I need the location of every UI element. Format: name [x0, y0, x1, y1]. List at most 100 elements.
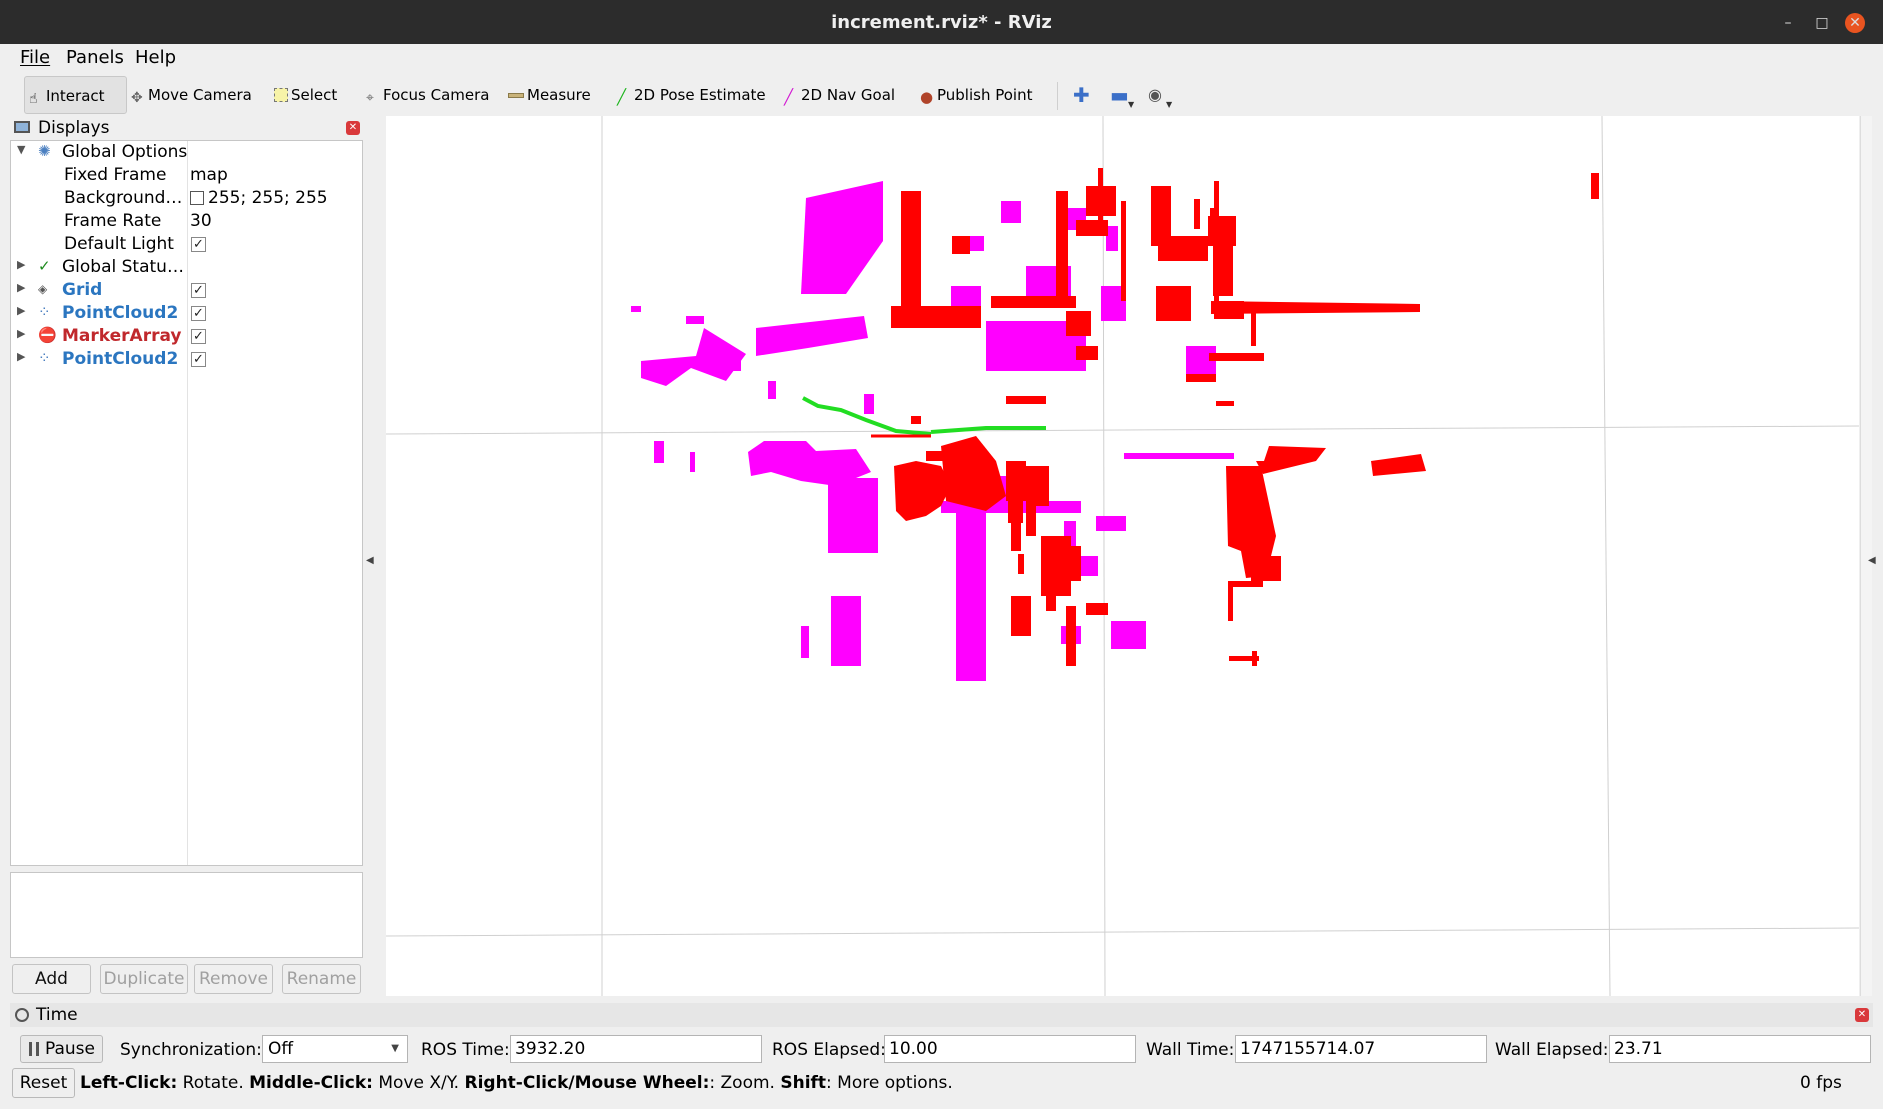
tree-row-background[interactable]: Background… 255; 255; 255	[11, 187, 362, 210]
pointcloud2-checkbox[interactable]: ✓	[191, 352, 206, 367]
close-window-button[interactable]: ✕	[1845, 13, 1865, 33]
sync-label: Synchronization:	[120, 1040, 262, 1060]
expand-arrow-icon[interactable]: ▶	[17, 327, 26, 340]
measure-label: Measure	[527, 86, 591, 104]
publish-point-tool-button[interactable]: ● Publish Point	[920, 76, 1032, 114]
pause-icon	[29, 1042, 39, 1056]
remove-button[interactable]: Remove	[194, 964, 273, 994]
expand-arrow-icon[interactable]: ▶	[17, 304, 26, 317]
eye-icon[interactable]: ◉	[1148, 85, 1162, 104]
add-button[interactable]: Add	[12, 964, 91, 994]
expand-arrow-icon[interactable]: ▶	[17, 281, 26, 294]
wall-time-field[interactable]: 1747155714.07	[1235, 1035, 1487, 1063]
pose-estimate-label: 2D Pose Estimate	[634, 86, 766, 104]
pointcloud2-label: PointCloud2	[62, 303, 179, 323]
tree-row-frame-rate[interactable]: Frame Rate 30	[11, 210, 362, 233]
collapse-left-handle[interactable]: ◀	[366, 555, 374, 566]
middle-click-key: Middle-Click:	[249, 1073, 373, 1093]
grid-label: Grid	[62, 280, 103, 300]
right-click-key: Right-Click/Mouse Wheel:	[464, 1073, 710, 1093]
grid-icon: ◈	[38, 282, 48, 296]
tree-row-global-status[interactable]: ▶ ✓ Global Statu…	[11, 256, 362, 279]
tree-row-default-light[interactable]: Default Light ✓	[11, 233, 362, 256]
expand-arrow-icon[interactable]: ▶	[17, 258, 26, 271]
tree-row-pointcloud2[interactable]: ▶ ⁘ PointCloud2 ✓	[11, 302, 362, 325]
eye-dropdown-arrow[interactable]: ▼	[1166, 100, 1173, 109]
pause-button[interactable]: Pause	[20, 1035, 103, 1063]
rename-button[interactable]: Rename	[282, 964, 361, 994]
toolbar-separator	[1057, 82, 1058, 110]
zoom-out-dropdown-arrow[interactable]: ▼	[1128, 100, 1135, 109]
sync-dropdown[interactable]: Off ▼	[262, 1035, 408, 1063]
displays-header: Displays ✕	[10, 118, 363, 138]
ros-elapsed-field[interactable]: 10.00	[884, 1035, 1136, 1063]
pointcloud2-checkbox[interactable]: ✓	[191, 306, 206, 321]
interact-tool-button[interactable]: ☝ Interact	[24, 76, 127, 114]
shift-desc: : More options.	[826, 1073, 953, 1093]
tree-row-grid[interactable]: ▶ ◈ Grid ✓	[11, 279, 362, 302]
column-separator	[187, 141, 188, 865]
background-value-text: 255; 255; 255	[208, 188, 328, 208]
check-icon: ✓	[38, 257, 51, 275]
duplicate-button[interactable]: Duplicate	[100, 964, 188, 994]
publish-point-icon: ●	[920, 88, 934, 106]
fps-counter: 0 fps	[1800, 1073, 1842, 1093]
frame-rate-label: Frame Rate	[64, 211, 162, 231]
marker-error-icon: ⛔	[38, 326, 57, 344]
select-label: Select	[291, 86, 338, 104]
frame-rate-value[interactable]: 30	[190, 211, 212, 231]
measure-tool-button[interactable]: Measure	[508, 76, 591, 114]
expand-arrow-icon[interactable]: ▶	[17, 350, 26, 363]
move-camera-icon: ✥	[131, 90, 143, 106]
time-panel: Time ✕ Pause Synchronization: Off ▼ ROS T…	[10, 1003, 1873, 1103]
render-viewport[interactable]	[386, 116, 1859, 996]
pointcloud-icon: ⁘	[38, 349, 51, 367]
maximize-button[interactable]: □	[1815, 15, 1829, 31]
focus-camera-tool-button[interactable]: ⌖ Focus Camera	[366, 76, 489, 114]
clock-icon	[15, 1008, 29, 1022]
collapse-arrow-icon[interactable]: ▼	[17, 143, 26, 156]
gear-icon: ✺	[38, 142, 51, 160]
zoom-in-icon[interactable]: ✚	[1073, 83, 1090, 107]
viewport-scrollbar[interactable]	[1860, 116, 1872, 996]
close-icon[interactable]: ✕	[346, 121, 360, 135]
color-swatch[interactable]	[190, 191, 204, 205]
status-bar: Reset Left-Click: Rotate. Middle-Click: …	[0, 1067, 1883, 1103]
default-light-checkbox[interactable]: ✓	[191, 237, 206, 252]
status-help-text: Left-Click: Rotate. Middle-Click: Move X…	[80, 1073, 953, 1093]
grid-checkbox[interactable]: ✓	[191, 283, 206, 298]
fixed-frame-value[interactable]: map	[190, 165, 228, 185]
measure-icon	[508, 93, 524, 98]
tree-row-markerarray[interactable]: ▶ ⛔ MarkerArray ✓	[11, 325, 362, 348]
menu-help[interactable]: Help	[135, 47, 177, 68]
interact-icon: ☝	[29, 91, 38, 107]
close-icon[interactable]: ✕	[1855, 1008, 1869, 1022]
menu-file[interactable]: File	[20, 47, 51, 68]
menu-panels[interactable]: Panels	[66, 47, 124, 68]
chevron-down-icon: ▼	[391, 1043, 399, 1054]
collapse-right-handle[interactable]: ◀	[1868, 555, 1876, 566]
wall-time-label: Wall Time:	[1146, 1040, 1235, 1060]
ros-elapsed-label: ROS Elapsed:	[772, 1040, 886, 1060]
trajectory-path	[802, 396, 1046, 436]
pointcloud-red	[891, 168, 1599, 666]
wall-elapsed-field[interactable]: 23.71	[1609, 1035, 1871, 1063]
tree-row-global-options[interactable]: ▼ ✺ Global Options	[11, 141, 362, 164]
zoom-out-icon[interactable]: ▬	[1110, 83, 1129, 107]
select-tool-button[interactable]: Select	[274, 76, 337, 114]
move-camera-tool-button[interactable]: ✥ Move Camera	[131, 76, 252, 114]
ros-time-label: ROS Time:	[421, 1040, 510, 1060]
reset-button[interactable]: Reset	[12, 1068, 75, 1098]
tree-row-pointcloud2[interactable]: ▶ ⁘ PointCloud2 ✓	[11, 348, 362, 371]
minimize-button[interactable]: –	[1784, 15, 1792, 31]
move-camera-label: Move Camera	[148, 86, 252, 104]
pose-estimate-tool-button[interactable]: ╱ 2D Pose Estimate	[617, 76, 766, 114]
nav-goal-tool-button[interactable]: ╱ 2D Nav Goal	[784, 76, 895, 114]
background-value[interactable]: 255; 255; 255	[190, 188, 328, 208]
markerarray-checkbox[interactable]: ✓	[191, 329, 206, 344]
global-status-label: Global Statu…	[62, 257, 184, 277]
ros-time-field[interactable]: 3932.20	[510, 1035, 762, 1063]
default-light-label: Default Light	[64, 234, 174, 254]
tree-row-fixed-frame[interactable]: Fixed Frame map	[11, 164, 362, 187]
global-options-label: Global Options	[62, 142, 188, 162]
